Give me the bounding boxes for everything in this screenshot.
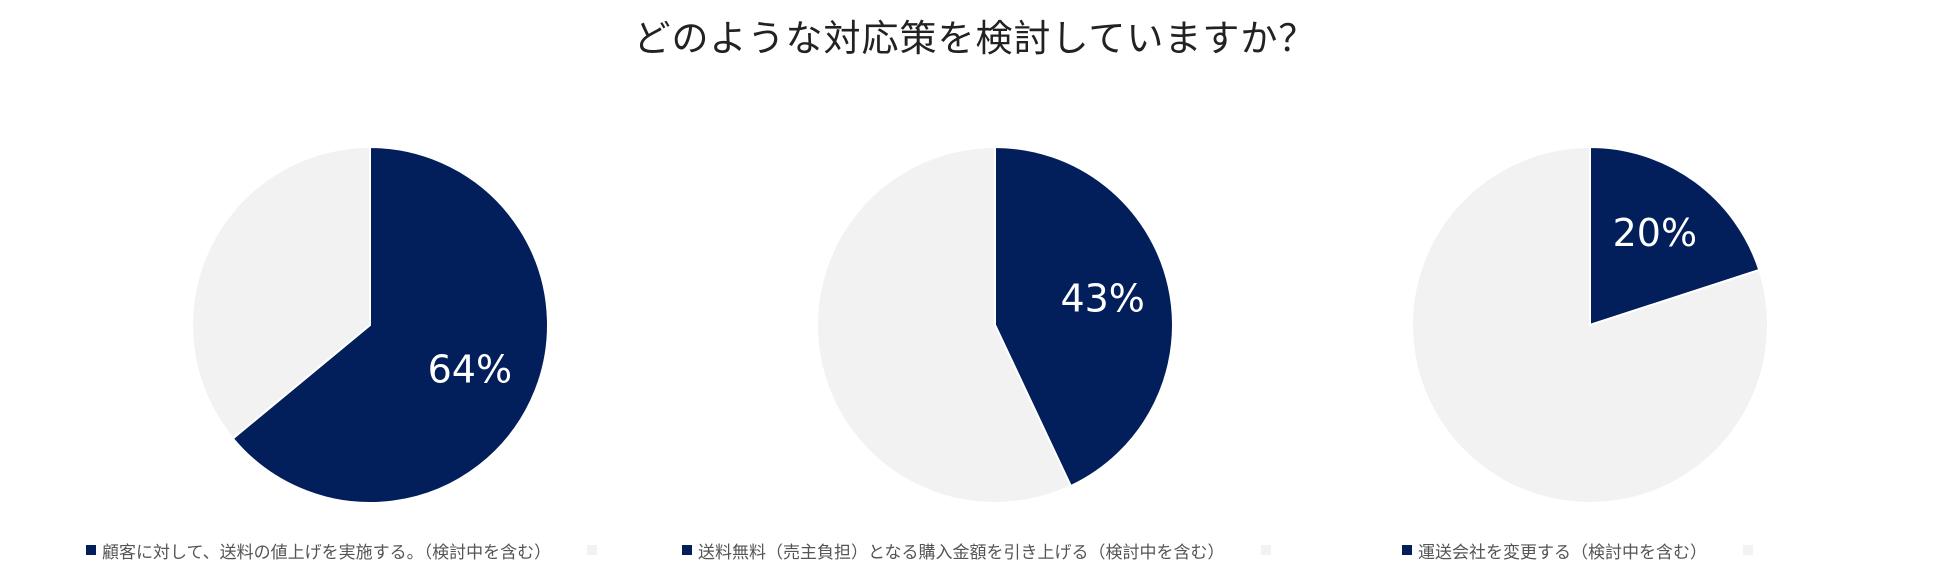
pie-slice-rest [816,145,1073,504]
pie-chart-1: 64% [191,145,549,504]
pie-slice-rest [1411,145,1769,504]
legend-swatch-primary [1402,545,1412,555]
legend-label: 顧客に対して、送料の値上げを実施する。（検討中を含む） [102,542,552,563]
pie-data-label: 64% [428,347,512,391]
pie-slice-primary [1589,145,1761,327]
legend-label: 運送会社を変更する（検討中を含む） [1418,542,1707,563]
pie-data-label: 20% [1613,211,1697,255]
legend-swatch-secondary [587,545,598,555]
pie-chart-2: 43% [816,145,1174,504]
chart-title: どのような対応策を検討していますか？ [633,17,1317,60]
legend-3: 運送会社を変更する（検討中を含む） [1402,538,1753,563]
pie-slice-primary [994,145,1174,488]
pie-slice-rest [191,145,371,440]
legend-label: 送料無料（売主負担）となる購入金額を引き上げる（検討中を含む） [698,542,1225,563]
legend-swatch-primary [682,545,692,555]
pie-slice-primary [231,145,549,504]
pie-chart-3: 20% [1411,145,1769,504]
legend-swatch-primary [86,545,96,555]
legend-1: 顧客に対して、送料の値上げを実施する。（検討中を含む） [86,538,598,563]
legend-swatch-secondary [1743,545,1753,555]
legend-2: 送料無料（売主負担）となる購入金額を引き上げる（検討中を含む） [682,538,1271,563]
legend-swatch-secondary [1260,545,1271,555]
pie-data-label: 43% [1060,276,1144,320]
